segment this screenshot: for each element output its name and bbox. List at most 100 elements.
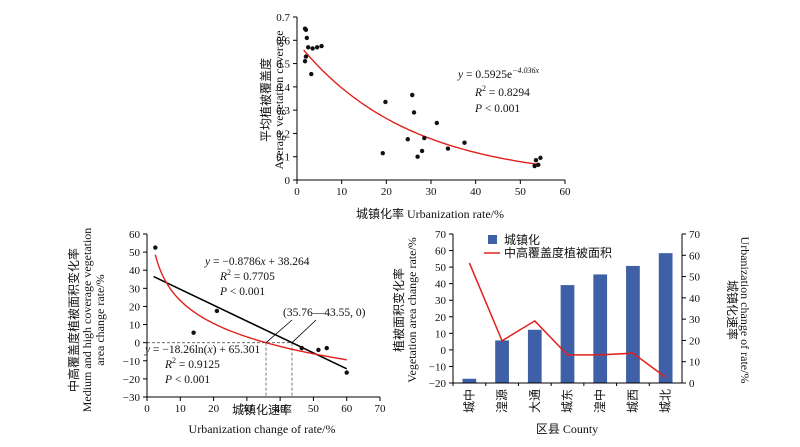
top-x-tick-label: 40 — [470, 186, 482, 198]
top-axes: 0 10 20 30 40 50 60 0 0.1 0.2 0.3 0.4 0.5 0.6 0.7 — [276, 12, 571, 198]
bl-log-fit-curve — [154, 254, 347, 361]
top-y-tick-label: 0.6 — [276, 35, 290, 47]
bl-annotation-leader — [291, 319, 317, 343]
br-right-y-tick-label: 10 — [689, 357, 701, 369]
bl-data-point — [191, 330, 196, 335]
br-bar — [658, 253, 673, 383]
br-x-tick-label: 城西 — [626, 389, 640, 413]
br-left-y-label-en: Vegetation area change rate/% — [405, 237, 419, 383]
top-y-axis-label-cn: 平均植被覆盖度 — [258, 58, 273, 142]
br-x-tick-label: 大通 — [528, 389, 542, 413]
top-eq-exponent: −4.036x — [512, 66, 539, 75]
bl-log-x: x — [206, 344, 213, 356]
top-data-point — [383, 99, 388, 105]
br-bar — [495, 340, 509, 383]
top-data-point — [410, 92, 415, 98]
bl-y-axis-label-cn: 中高覆盖度植被面积变化率 — [66, 248, 81, 392]
bottom-left-panel: 0 10 20 30 40 50 60 70 −30 −20 −10 0 10 20 30 40 50 60 城镇… — [66, 228, 386, 436]
bl-lin-r2-r: R — [219, 271, 227, 283]
bl-x-tick-label: 50 — [308, 403, 320, 415]
top-y-tick-label: 0.4 — [276, 82, 290, 94]
br-left-y-tick-label: 0 — [441, 345, 447, 357]
top-p-rest: < 0.001 — [482, 103, 520, 115]
br-left-y-tick-label: −20 — [429, 378, 447, 390]
bl-log-rest: ) + 65.301 — [213, 344, 261, 356]
top-data-point — [380, 151, 385, 156]
top-x-tick-label: 0 — [294, 186, 300, 198]
br-left-y-tick-label: 20 — [435, 312, 447, 324]
br-legend-bar-swatch — [488, 235, 497, 244]
top-data-point — [533, 158, 539, 163]
br-left-y-tick-label: −10 — [429, 361, 447, 373]
bl-log-main: = −18.26ln( — [150, 344, 208, 356]
br-left-y-tick-label: 50 — [435, 262, 447, 274]
br-left-y-tick-label: 60 — [435, 246, 447, 258]
top-p-value: P < 0.001 — [474, 103, 520, 115]
br-right-y-label-cn: 城镇化速率 — [725, 280, 740, 340]
top-data-point — [310, 46, 315, 51]
br-right-y-tick-label: 0 — [689, 378, 695, 390]
bl-axes: 0 10 20 30 40 50 60 70 −30 −20 −10 0 10 20 30 40 50 60 — [123, 229, 386, 415]
br-x-tick-label: 城东 — [561, 389, 575, 413]
bl-y-tick-label: 20 — [129, 301, 141, 313]
br-x-tick-label: 湟源 — [495, 389, 509, 413]
bl-log-p-letter: P — [164, 374, 172, 386]
top-data-point — [302, 59, 308, 64]
top-y-tick-label: 0.1 — [276, 152, 290, 164]
top-r2-r: R — [474, 87, 482, 99]
top-data-point — [305, 45, 311, 50]
br-axes: −20 −10 0 10 20 30 40 50 60 70 0 10 20 30 40 50 60 70 城中 湟源… — [429, 229, 701, 413]
br-left-y-tick-label: 40 — [435, 279, 447, 291]
br-legend-line-label: 中高覆盖度植被面积 — [504, 245, 612, 260]
top-r2-value: = 0.8294 — [486, 87, 530, 99]
bl-log-p: P < 0.001 — [164, 374, 210, 386]
br-bar — [527, 329, 542, 383]
bl-lin-main: = −0.8786 — [210, 256, 261, 268]
top-x-axis-label: 城镇化率 Urbanization rate/% — [356, 206, 504, 221]
bl-linear-r2: R2 = 0.7705 — [219, 268, 275, 283]
top-x-tick-label: 50 — [515, 186, 527, 198]
bl-x-tick-label: 40 — [275, 403, 287, 415]
top-data-point — [434, 120, 440, 126]
br-bar — [626, 265, 640, 383]
bl-lin-y: y — [204, 256, 211, 268]
top-data-point — [532, 163, 537, 169]
bl-plot-marks — [147, 245, 349, 397]
bl-data-point — [324, 345, 329, 351]
top-data-point — [303, 54, 309, 59]
top-data-point — [419, 148, 425, 154]
top-p-letter: P — [474, 103, 482, 115]
bl-y-tick-label: 30 — [129, 283, 141, 295]
bl-y-axis-label-en1: Medium and high coverage vegetation — [80, 228, 94, 413]
top-data-point — [411, 110, 417, 115]
bl-x-axis-label-cn: 城镇化速率 — [232, 402, 292, 417]
br-left-y-tick-label: 70 — [435, 229, 447, 241]
br-right-y-tick-label: 40 — [689, 293, 701, 305]
bl-lin-rest: + 38.264 — [266, 256, 310, 268]
bl-x-tick-label: 10 — [175, 403, 187, 415]
bl-lin-p-rest: < 0.001 — [227, 286, 265, 298]
br-x-axis-label: 区县 County — [536, 422, 598, 436]
br-bar — [593, 274, 608, 383]
top-plot-marks — [302, 26, 543, 169]
top-data-point — [405, 137, 410, 142]
top-y-tick-label: 0.5 — [276, 59, 290, 71]
top-r2-sup: 2 — [482, 84, 486, 93]
top-data-point — [314, 45, 320, 50]
bl-y-tick-label: −30 — [123, 392, 141, 404]
bl-y-tick-label: 60 — [129, 229, 141, 241]
bl-y-tick-label: 0 — [135, 338, 141, 350]
bl-log-r2-r: R — [164, 359, 172, 371]
bl-y-tick-label: 40 — [129, 265, 141, 277]
br-right-y-tick-label: 20 — [689, 335, 701, 347]
bl-x-axis-label-en: Urbanization change of rate/% — [189, 422, 336, 436]
top-x-tick-label: 30 — [426, 186, 438, 198]
bl-log-r2-sup: 2 — [172, 356, 176, 365]
bl-y-axis-label-en2: area change rate/% — [93, 274, 107, 365]
br-bar — [462, 378, 477, 383]
br-plot-marks — [462, 253, 673, 383]
bl-y-tick-label: −10 — [123, 356, 141, 368]
top-data-point — [422, 135, 427, 141]
top-y-tick-label: 0 — [285, 175, 291, 187]
